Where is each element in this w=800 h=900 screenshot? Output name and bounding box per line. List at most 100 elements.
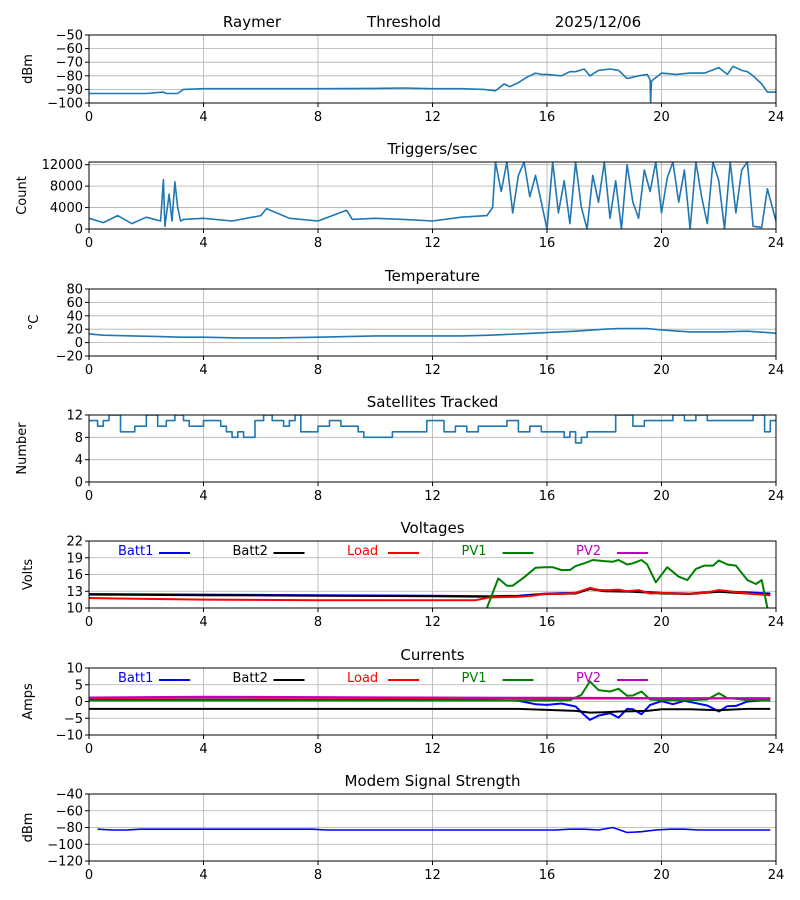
chart-title: Currents <box>400 646 464 664</box>
x-tick-label: 16 <box>539 489 556 504</box>
x-tick-label: 8 <box>314 489 322 504</box>
x-tick-label: 0 <box>85 615 93 630</box>
series-line-pv1 <box>89 680 771 702</box>
y-tick-label: 80 <box>66 283 83 298</box>
x-tick-label: 4 <box>199 615 207 630</box>
legend-label-batt2: Batt2 <box>233 671 268 686</box>
series-line-signal <box>89 65 776 103</box>
x-tick-label: 0 <box>85 363 93 378</box>
x-tick-label: 16 <box>539 236 556 251</box>
y-tick-label: 5 <box>75 678 83 693</box>
y-tick-label: −20 <box>56 350 83 365</box>
x-tick-label: 16 <box>539 110 556 125</box>
legend-label-load: Load <box>347 671 378 686</box>
y-tick-label: −40 <box>56 788 83 803</box>
x-tick-label: 24 <box>768 868 785 883</box>
y-tick-label: 10 <box>66 602 83 617</box>
y-tick-label: 22 <box>66 535 83 550</box>
x-tick-label: 20 <box>653 868 670 883</box>
x-tick-label: 4 <box>199 110 207 125</box>
chart-title: Temperature <box>384 267 480 285</box>
y-tick-label: −120 <box>47 855 83 870</box>
x-tick-label: 12 <box>424 742 441 757</box>
x-tick-label: 0 <box>85 742 93 757</box>
x-tick-label: 16 <box>539 363 556 378</box>
x-tick-label: 0 <box>85 236 93 251</box>
legend-label-pv1: PV1 <box>462 544 487 559</box>
y-tick-label: 13 <box>66 585 83 600</box>
chart-title: Voltages <box>400 519 464 537</box>
y-tick-label: 19 <box>66 551 83 566</box>
x-tick-label: 8 <box>314 363 322 378</box>
x-tick-label: 16 <box>539 742 556 757</box>
legend-label-batt1: Batt1 <box>118 671 153 686</box>
x-tick-label: 20 <box>653 236 670 251</box>
x-tick-label: 4 <box>199 363 207 378</box>
legend-label-load: Load <box>347 544 378 559</box>
series-line-pv2 <box>89 695 771 700</box>
x-tick-label: 20 <box>653 110 670 125</box>
y-tick-label: 40 <box>66 309 83 324</box>
y-tick-label: −100 <box>47 97 83 112</box>
x-tick-label: 20 <box>653 615 670 630</box>
series-line-modem <box>97 826 771 834</box>
series-line-triggers <box>89 162 776 229</box>
y-axis-label: Amps <box>21 683 36 720</box>
y-tick-label: −60 <box>56 804 83 819</box>
x-tick-label: 4 <box>199 868 207 883</box>
y-axis-label: dBm <box>21 54 36 84</box>
chart-satellites: 0 4 8 12 16 20 24 0 4 8 12 Satellites Tracked Number <box>15 393 784 504</box>
y-tick-label: −100 <box>47 838 83 853</box>
x-tick-label: 4 <box>199 742 207 757</box>
x-tick-label: 0 <box>85 110 93 125</box>
y-tick-label: 16 <box>66 568 83 583</box>
series-line-satellites <box>89 415 776 444</box>
x-tick-label: 24 <box>768 363 785 378</box>
x-tick-label: 12 <box>424 868 441 883</box>
x-tick-label: 8 <box>314 615 322 630</box>
x-tick-label: 12 <box>424 110 441 125</box>
legend-label-batt1: Batt1 <box>118 544 153 559</box>
x-tick-label: 8 <box>314 742 322 757</box>
y-tick-label: 60 <box>66 296 83 311</box>
y-tick-label: −10 <box>56 729 83 744</box>
x-tick-label: 24 <box>768 236 785 251</box>
x-tick-label: 20 <box>653 742 670 757</box>
chart-title: Modem Signal Strength <box>345 772 521 790</box>
y-tick-label: −80 <box>56 821 83 836</box>
x-tick-label: 12 <box>424 615 441 630</box>
y-axis-label: Number <box>15 422 30 475</box>
y-axis-label: Volts <box>21 559 36 591</box>
y-tick-label: 0 <box>75 336 83 351</box>
y-tick-label: 0 <box>75 695 83 710</box>
x-tick-label: 0 <box>85 489 93 504</box>
y-tick-label: 4 <box>75 453 83 468</box>
chart-title: Triggers/sec <box>387 140 478 158</box>
x-tick-label: 16 <box>539 868 556 883</box>
series-line-batt2 <box>89 707 771 714</box>
y-tick-label: −60 <box>56 42 83 57</box>
y-tick-label: −80 <box>56 69 83 84</box>
x-tick-label: 24 <box>768 615 785 630</box>
x-tick-label: 8 <box>314 868 322 883</box>
x-tick-label: 24 <box>768 110 785 125</box>
x-tick-label: 12 <box>424 489 441 504</box>
y-tick-label: 12000 <box>42 158 83 173</box>
legend-label-pv1: PV1 <box>462 671 487 686</box>
series-group <box>89 415 776 444</box>
chart-modem: 0 4 8 12 16 20 24 −120 −100 −80 −60−40 Modem Signal… <box>21 772 784 883</box>
series-group <box>89 559 771 608</box>
series-group <box>89 65 776 103</box>
legend-label-pv2: PV2 <box>576 671 601 686</box>
chart-triggers: 0 4 8 12 16 20 24 0 4000 8000 12000 Triggers/sec Cou… <box>15 140 784 251</box>
y-tick-label: 8000 <box>50 180 83 195</box>
series-line-load <box>89 586 771 602</box>
y-tick-label: −70 <box>56 56 83 71</box>
chart-signal: 0 4 8 12 16 20 24 −100−90−80−70−60−50 dBm <box>21 29 784 126</box>
header-station: Raymer <box>223 13 282 31</box>
series-group <box>89 327 776 339</box>
y-tick-label: 20 <box>66 323 83 338</box>
